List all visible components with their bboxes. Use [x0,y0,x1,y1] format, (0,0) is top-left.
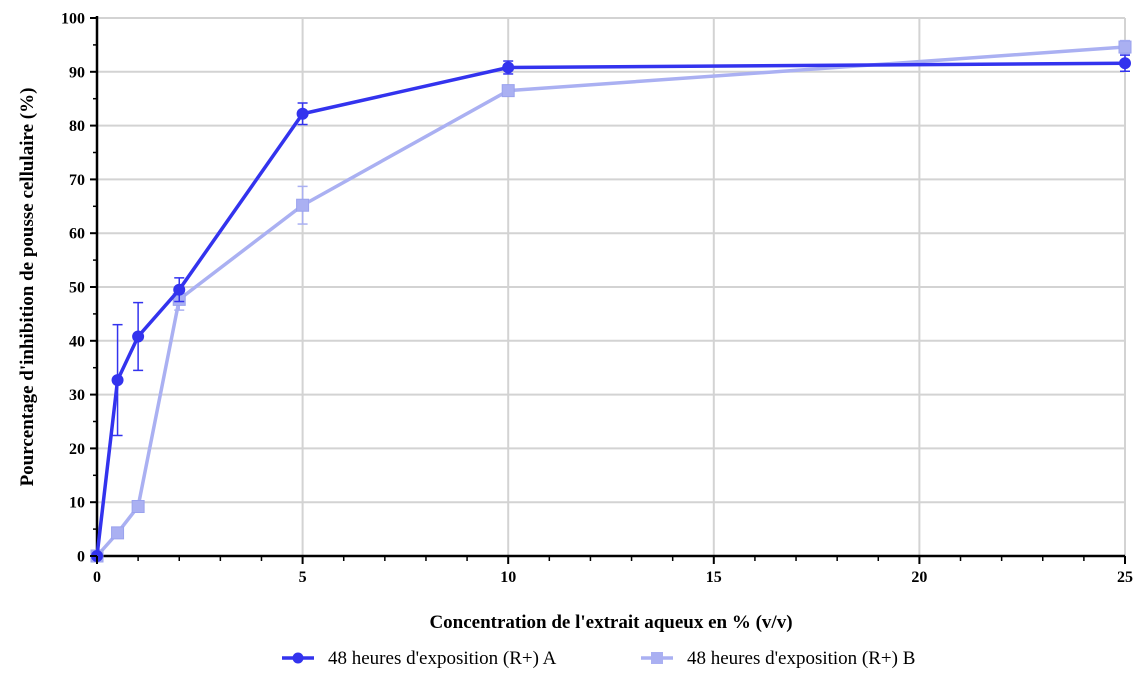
y-axis-title: Pourcentage d'inhibition de pousse cellu… [17,88,38,487]
data-point [501,84,515,98]
y-tick-label: 90 [69,64,85,81]
x-tick-label: 15 [706,569,722,586]
legend-marker [651,652,663,664]
legend-item-1: 48 heures d'exposition (R+) B [641,648,915,669]
grid [97,17,1126,556]
series-line-0 [95,61,1126,557]
data-point [296,107,309,120]
x-tick-label: 25 [1117,569,1133,586]
x-tick-label: 0 [93,569,101,586]
legend-label: 48 heures d'exposition (R+) B [687,648,915,669]
data-point [173,283,186,296]
y-tick-label: 30 [69,387,85,404]
y-tick-label: 10 [69,495,85,512]
data-point [1118,40,1132,54]
x-axis-title: Concentration de l'extrait aqueux en % (… [429,612,792,633]
y-tick-label: 20 [69,441,85,458]
data-point [132,330,145,343]
y-tick-label: 80 [69,118,85,135]
y-tick-label: 100 [61,11,85,28]
ticks: 0 10 20 30 40 50 60 70 80 90 100 0 5 10 15 20 25 [61,11,1133,587]
data-point [131,500,145,514]
data-point [296,198,310,212]
data-point [111,526,125,540]
x-tick-label: 10 [500,569,516,586]
data-point [1119,57,1131,70]
y-tick-label: 60 [69,226,85,243]
legend-marker [292,652,304,664]
y-tick-label: 50 [69,280,85,297]
legend-item-0: 48 heures d'exposition (R+) A [282,648,557,669]
y-tick-label: 0 [77,549,85,566]
y-tick-label: 70 [69,172,85,189]
x-tick-label: 5 [299,569,307,586]
legend-label: 48 heures d'exposition (R+) A [328,648,557,669]
series-line-1 [95,45,1126,558]
y-tick-label: 40 [69,333,85,350]
series-0 [91,54,1131,562]
x-tick-label: 20 [911,569,927,586]
data-point [111,374,124,387]
legend: 48 heures d'exposition (R+) A 48 heures d… [282,648,915,669]
series-layer [90,39,1132,563]
data-point [502,61,515,74]
series-1 [90,39,1132,563]
